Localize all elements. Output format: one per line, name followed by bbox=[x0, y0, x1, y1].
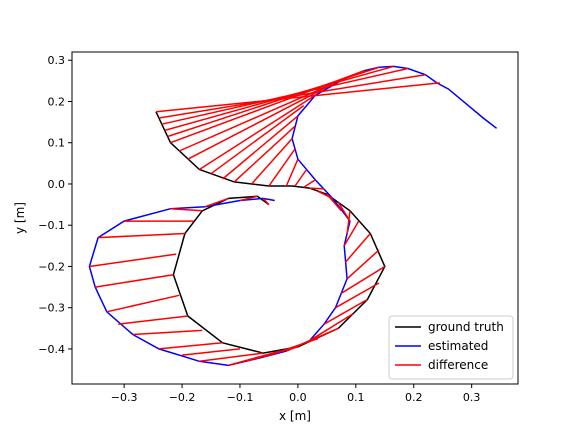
difference-segment bbox=[239, 195, 258, 202]
x-tick-label: −0.2 bbox=[169, 391, 196, 404]
difference-segment bbox=[170, 207, 203, 212]
plot-layer bbox=[88, 65, 498, 367]
difference-segment bbox=[199, 352, 264, 363]
difference-segment bbox=[268, 148, 296, 187]
x-tick-label: −0.3 bbox=[111, 391, 138, 404]
difference-segment bbox=[285, 158, 299, 187]
difference-segment bbox=[228, 350, 281, 367]
difference-segment bbox=[340, 265, 386, 294]
difference-segment bbox=[335, 282, 380, 309]
x-tick-label: 0.3 bbox=[463, 391, 481, 404]
difference-segment bbox=[262, 197, 270, 206]
difference-segment bbox=[233, 125, 296, 183]
difference-segment bbox=[98, 232, 185, 239]
legend-box bbox=[388, 315, 514, 380]
difference-segment bbox=[210, 104, 305, 175]
difference-segment bbox=[118, 315, 188, 325]
x-tick-label: 0.2 bbox=[405, 391, 423, 404]
difference-segment bbox=[95, 273, 174, 288]
difference-segment bbox=[198, 94, 316, 171]
difference-segment bbox=[326, 193, 342, 212]
difference-segment bbox=[222, 115, 299, 180]
difference-segment bbox=[251, 138, 293, 185]
difference-segment bbox=[344, 233, 371, 263]
y-tick-label: −0.2 bbox=[38, 260, 65, 273]
difference-segment bbox=[303, 179, 316, 188]
difference-segment bbox=[294, 169, 308, 187]
difference-segment bbox=[106, 294, 180, 313]
difference-segment bbox=[343, 220, 360, 247]
difference-segment bbox=[158, 342, 223, 350]
legend-label-difference: difference bbox=[428, 358, 488, 372]
y-tick-label: 0.3 bbox=[48, 54, 66, 67]
y-tick-label: −0.1 bbox=[38, 219, 65, 232]
difference-segment bbox=[337, 202, 351, 222]
difference-segment bbox=[346, 210, 351, 234]
difference-segment bbox=[155, 82, 440, 113]
difference-segment bbox=[187, 86, 328, 160]
difference-segment bbox=[170, 69, 365, 144]
legend-label-estimated: estimated bbox=[428, 339, 488, 353]
axes-frame bbox=[71, 51, 519, 385]
legend-label-ground-truth: ground truth bbox=[428, 320, 504, 334]
x-tick-label: −0.1 bbox=[227, 391, 254, 404]
difference-segment bbox=[89, 253, 177, 268]
x-tick-label: 0.0 bbox=[289, 391, 307, 404]
difference-segment bbox=[323, 298, 368, 325]
ticks-layer: −0.3 −0.2 −0.1 0.0 0.1 0.2 0.3 −0.4 −0.3 −0.2 −0.1… bbox=[38, 54, 480, 404]
y-axis-label: y [m] bbox=[13, 202, 27, 234]
difference-segment bbox=[204, 197, 229, 208]
difference-segment bbox=[309, 313, 354, 342]
legend: ground truth estimated difference bbox=[388, 315, 514, 380]
y-tick-label: 0.2 bbox=[48, 95, 66, 108]
y-tick-label: −0.3 bbox=[38, 302, 65, 315]
x-axis-label: x [m] bbox=[279, 409, 311, 423]
y-tick-label: −0.4 bbox=[38, 343, 65, 356]
difference-segment bbox=[182, 348, 241, 356]
difference-segment bbox=[346, 249, 380, 280]
y-tick-label: 0.0 bbox=[48, 178, 66, 191]
y-tick-label: 0.1 bbox=[48, 137, 66, 150]
x-tick-label: 0.1 bbox=[347, 391, 365, 404]
difference-segment bbox=[178, 78, 345, 152]
difference-segment bbox=[132, 329, 203, 336]
difference-segment bbox=[164, 65, 394, 132]
difference-segment bbox=[309, 187, 325, 190]
